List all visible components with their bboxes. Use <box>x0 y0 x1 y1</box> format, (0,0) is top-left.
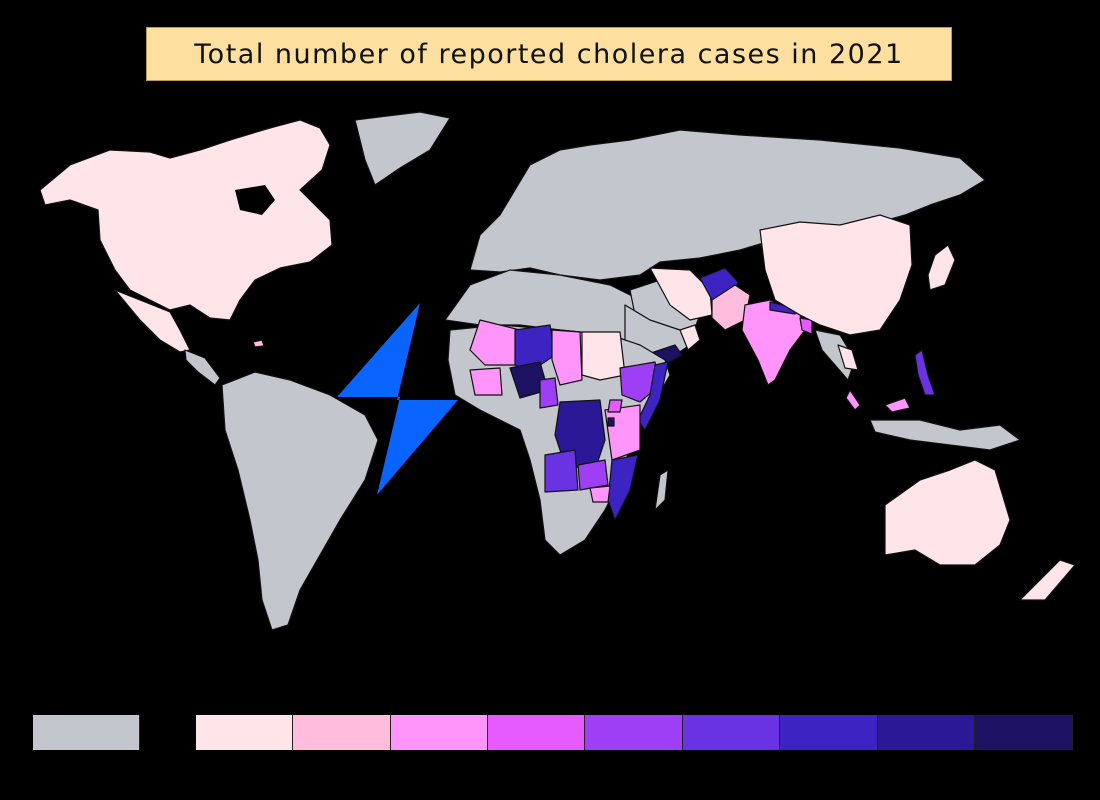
country-usa-canada <box>39 119 333 321</box>
country-china <box>759 214 913 336</box>
country-somalia <box>637 361 669 431</box>
country-uganda <box>607 399 623 413</box>
country-malaysia <box>845 389 861 411</box>
country-mali-niger-west <box>469 319 521 366</box>
legend-swatch-bin-4 <box>488 715 585 750</box>
legend-swatch-bin-8 <box>878 715 975 750</box>
legend-swatch-no-data <box>33 715 140 750</box>
country-haiti <box>252 339 265 348</box>
country-cameroon <box>539 377 559 409</box>
country-niger <box>514 324 556 373</box>
japan <box>927 244 956 291</box>
hudson-bay <box>235 185 275 215</box>
country-ghana-cotedivoire <box>469 367 503 396</box>
map-legend <box>0 715 1100 751</box>
country-oman <box>679 324 701 351</box>
legend-swatch-bin-6 <box>683 715 780 750</box>
legend-swatch-bin-2 <box>293 715 391 750</box>
greenland <box>354 111 451 186</box>
country-mozambique <box>607 454 639 521</box>
country-kenya-tanzania <box>604 404 641 461</box>
country-australia <box>884 459 1011 566</box>
country-mexico <box>114 289 191 353</box>
country-new-zealand <box>1019 559 1076 601</box>
europe-russia <box>469 129 986 281</box>
legend-swatch-bin-9 <box>975 715 1073 750</box>
country-malaysia-borneo <box>884 397 911 413</box>
country-zimbabwe <box>589 485 611 503</box>
map-title-banner: Total number of reported cholera cases i… <box>146 27 952 81</box>
indonesia <box>869 419 1021 451</box>
legend-swatch-bin-7 <box>780 715 878 750</box>
country-zambia <box>577 459 609 491</box>
legend-swatch-bin-3 <box>391 715 488 750</box>
legend-swatch-bin-1 <box>196 715 293 750</box>
country-burundi <box>607 417 615 427</box>
south-america <box>221 371 379 631</box>
legend-swatch-bin-5 <box>585 715 683 750</box>
country-sudan <box>581 331 626 381</box>
map-title: Total number of reported cholera cases i… <box>194 38 904 70</box>
country-chad <box>551 329 583 386</box>
central-america <box>184 349 221 386</box>
country-angola <box>544 449 579 493</box>
country-philippines <box>914 349 936 396</box>
madagascar <box>654 469 669 511</box>
country-thailand-cambodia <box>837 344 859 371</box>
lightning-bolt-icon <box>337 303 458 495</box>
